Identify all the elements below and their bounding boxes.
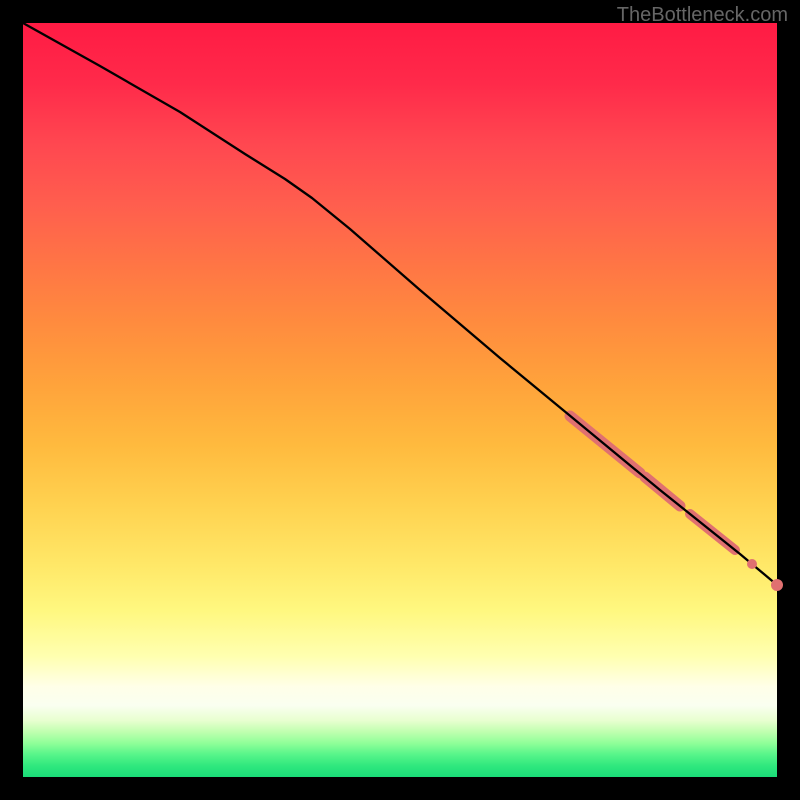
watermark-text: TheBottleneck.com bbox=[617, 4, 788, 27]
marker-dot bbox=[747, 559, 757, 569]
chart-container: TheBottleneck.com bbox=[0, 0, 800, 800]
marker-dot bbox=[771, 579, 783, 591]
gradient-line-chart bbox=[0, 0, 800, 800]
gradient-plot-area bbox=[23, 23, 777, 777]
